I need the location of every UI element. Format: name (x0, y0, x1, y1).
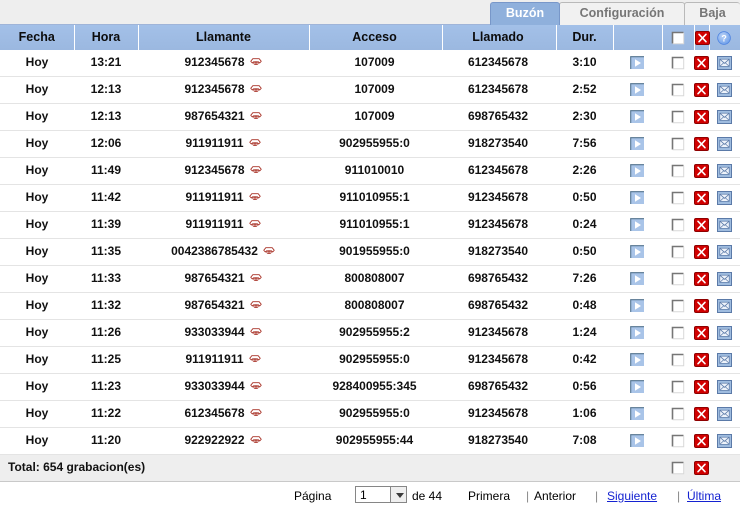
svg-text:?: ? (721, 33, 726, 43)
